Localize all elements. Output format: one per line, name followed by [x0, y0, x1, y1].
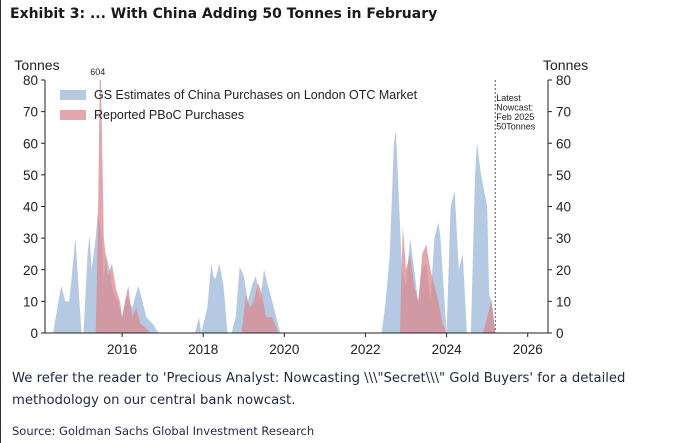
y-tick-label-right: 20 — [556, 263, 571, 278]
x-tick-label: 2020 — [269, 342, 299, 357]
y-tick-label-left: 60 — [23, 136, 38, 151]
y-tick-label-left: 50 — [23, 168, 38, 183]
y-tick-label-right: 80 — [556, 73, 571, 88]
y-tick-label-left: 40 — [23, 200, 38, 215]
nowcast-annotation-line: Nowcast: — [496, 103, 533, 113]
nowcast-annotation-line: 50Tonnes — [496, 122, 536, 132]
exhibit-title: Exhibit 3: ... With China Adding 50 Tonn… — [10, 6, 438, 22]
x-tick-label: 2026 — [513, 342, 543, 357]
legend-label-pboc: Reported PBoC Purchases — [94, 108, 244, 122]
y-tick-label-left: 0 — [30, 326, 38, 341]
y-tick-label-left: 80 — [23, 73, 38, 88]
y-tick-label-right: 50 — [556, 168, 571, 183]
x-tick-label: 2016 — [107, 342, 137, 357]
y-tick-label-left: 30 — [23, 231, 38, 246]
x-tick-label: 2022 — [350, 342, 380, 357]
x-tick-label: 2024 — [432, 342, 463, 357]
y-axis-label-right: Tonnes — [543, 57, 588, 73]
source-line: Source: Goldman Sachs Global Investment … — [12, 424, 315, 438]
legend-label-gs: GS Estimates of China Purchases on Londo… — [94, 88, 418, 102]
methodology-note: We refer the reader to 'Precious Analyst… — [12, 371, 626, 408]
legend-swatch-gs — [60, 90, 86, 100]
y-tick-label-left: 70 — [23, 105, 38, 120]
y-tick-label-right: 40 — [556, 200, 571, 215]
x-tick-label: 2018 — [188, 342, 218, 357]
nowcast-annotation-line: Latest — [496, 93, 521, 103]
spike-annotation: 604 — [90, 67, 105, 77]
y-tick-label-right: 60 — [556, 136, 571, 151]
legend-swatch-pboc — [60, 110, 86, 120]
y-tick-label-right: 30 — [556, 231, 571, 246]
y-axis-label-left: Tonnes — [14, 57, 59, 73]
y-tick-label-left: 10 — [23, 294, 38, 309]
y-tick-label-left: 20 — [23, 263, 38, 278]
y-tick-label-right: 10 — [556, 294, 571, 309]
y-tick-label-right: 70 — [556, 105, 571, 120]
nowcast-annotation-line: Feb 2025 — [496, 112, 534, 122]
y-tick-label-right: 0 — [556, 326, 564, 341]
